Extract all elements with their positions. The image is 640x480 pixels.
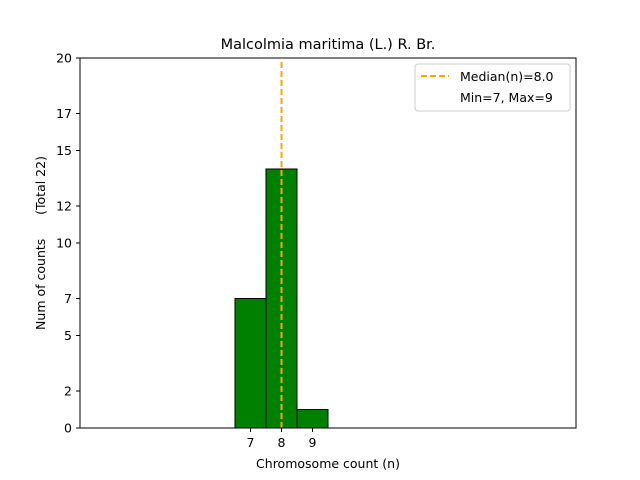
histogram-bar-7 bbox=[234, 298, 267, 429]
y-tick-label: 17 bbox=[56, 106, 72, 121]
x-tick-label: 8 bbox=[278, 435, 286, 450]
y-tick-label: 0 bbox=[64, 421, 72, 436]
legend-median-label: Median(n)=8.0 bbox=[460, 69, 554, 84]
x-tick-label: 7 bbox=[247, 435, 255, 450]
axes-frame bbox=[79, 57, 577, 429]
legend: Median(n)=8.0 Min=7, Max=9 bbox=[414, 63, 571, 112]
y-tick-label: 15 bbox=[56, 143, 72, 158]
legend-box bbox=[414, 63, 571, 112]
y-axis-label: Num of counts (Total 22) bbox=[33, 156, 48, 330]
y-tick-label: 10 bbox=[56, 236, 72, 251]
chart-title: Malcolmia maritima (L.) R. Br. bbox=[221, 37, 436, 53]
y-tick-label: 7 bbox=[64, 291, 72, 306]
y-tick-label: 5 bbox=[64, 328, 72, 343]
x-tick-label: 9 bbox=[309, 435, 317, 450]
y-tick-label: 2 bbox=[64, 384, 72, 399]
y-tick-label: 12 bbox=[56, 199, 72, 214]
histogram-bar-9 bbox=[296, 409, 329, 429]
legend-range-label: Min=7, Max=9 bbox=[460, 90, 553, 105]
x-axis-label: Chromosome count (n) bbox=[256, 456, 400, 471]
y-tick-label: 20 bbox=[56, 51, 72, 66]
